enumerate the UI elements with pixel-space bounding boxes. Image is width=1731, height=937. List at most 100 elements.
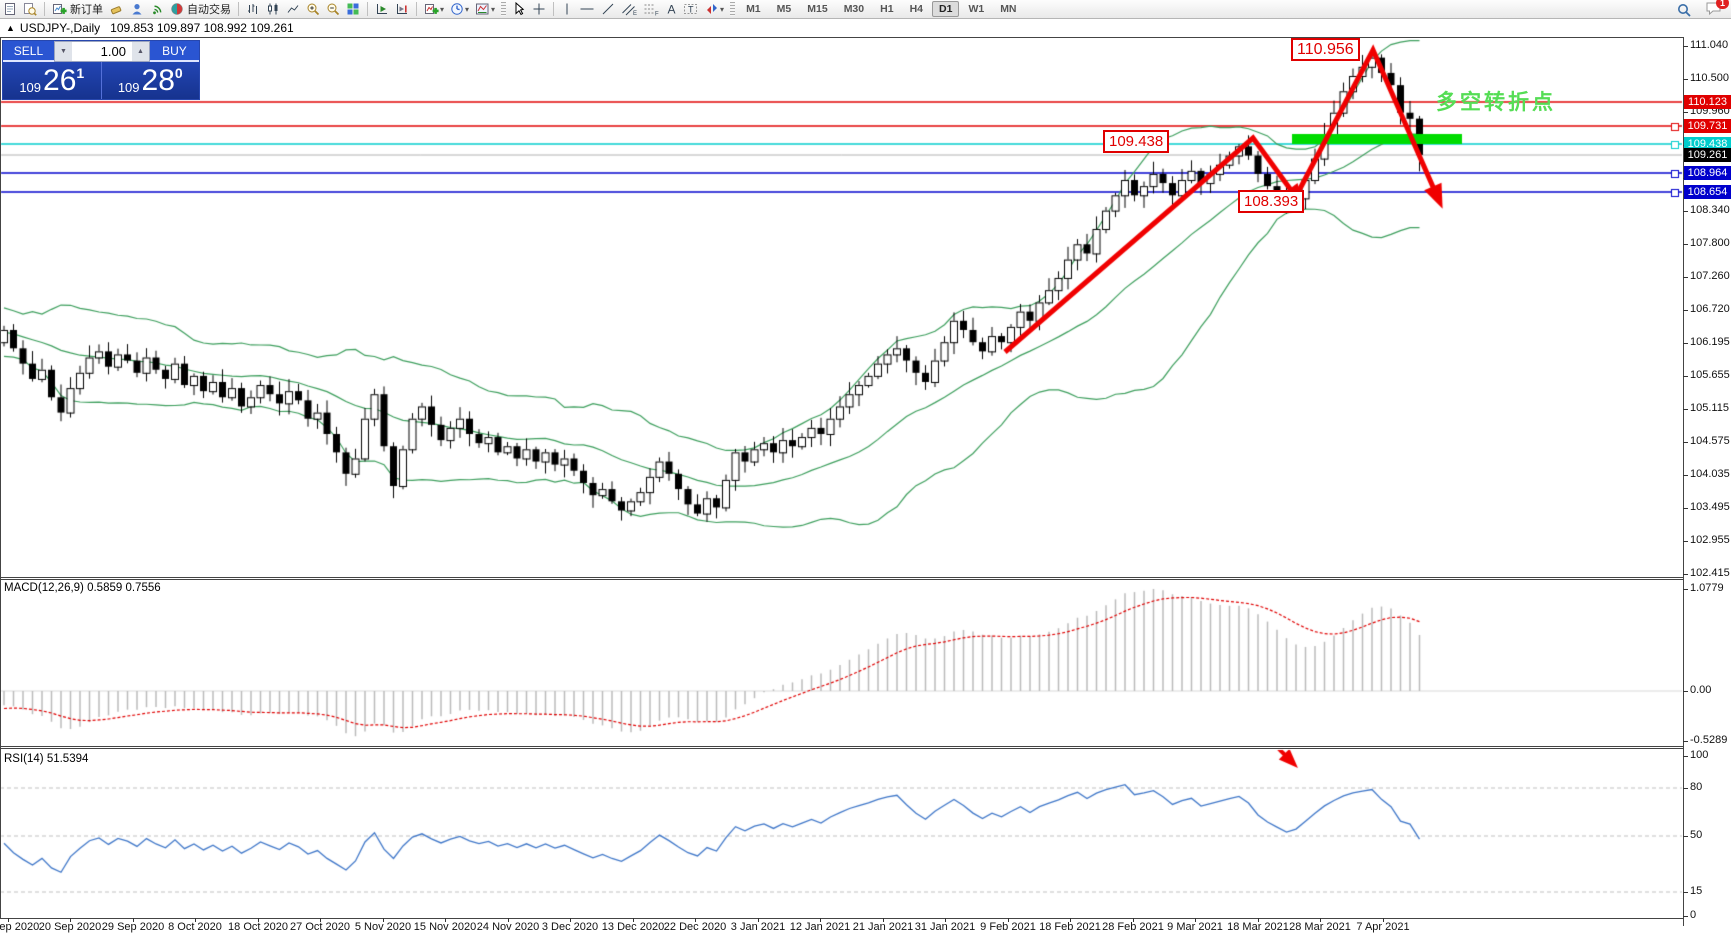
price-axis-tickmark bbox=[1683, 343, 1688, 344]
cursor-tool-button[interactable] bbox=[510, 1, 528, 17]
rsi-axis-tickmark bbox=[1683, 916, 1688, 917]
print-preview-button[interactable] bbox=[21, 1, 39, 17]
price-axis-tick-label: 104.575 bbox=[1690, 435, 1730, 447]
volume-decrease-button[interactable]: ▼ bbox=[54, 42, 72, 61]
date-axis-tickmark bbox=[320, 918, 321, 922]
svg-text:A: A bbox=[668, 3, 676, 17]
sell-price-display[interactable]: 109 26 1 bbox=[3, 62, 101, 99]
price-axis-tick-label: 103.495 bbox=[1690, 501, 1730, 513]
vertical-line-tool-button[interactable] bbox=[559, 1, 575, 17]
buy-button[interactable]: BUY bbox=[149, 41, 199, 62]
chat-button[interactable]: 1 bbox=[1705, 0, 1729, 19]
sell-price-pipette: 1 bbox=[76, 64, 85, 81]
rsi-axis-tickmark bbox=[1683, 756, 1688, 757]
horizontal-line-tool-button[interactable] bbox=[577, 1, 597, 17]
user-profile-button[interactable] bbox=[128, 1, 146, 17]
pane-separator[interactable] bbox=[0, 579, 1731, 580]
timeframe-m5-button[interactable]: M5 bbox=[776, 3, 792, 15]
equidistant-channel-tool-button[interactable]: E bbox=[619, 1, 639, 17]
eraser-icon-button[interactable] bbox=[107, 1, 126, 17]
volume-stepper: ▼ ▲ bbox=[53, 41, 150, 62]
toolbar-grip[interactable] bbox=[730, 2, 736, 16]
volume-increase-button[interactable]: ▲ bbox=[131, 42, 149, 61]
price-level-badge: 109.261 bbox=[1684, 148, 1731, 162]
date-axis-label: 9 Feb 2021 bbox=[980, 921, 1036, 933]
price-axis-tickmark bbox=[1683, 211, 1688, 212]
date-axis-tickmark bbox=[1383, 918, 1384, 922]
periods-button[interactable]: ▾ bbox=[448, 1, 471, 17]
line-chart-mode-button[interactable] bbox=[284, 1, 302, 17]
zoom-in-button[interactable] bbox=[304, 1, 322, 17]
new-chart-button[interactable] bbox=[1, 1, 19, 17]
date-axis-tickmark bbox=[1258, 918, 1259, 922]
search-icon[interactable] bbox=[1674, 2, 1694, 18]
signals-button[interactable] bbox=[148, 1, 166, 17]
timeframe-mn-button[interactable]: MN bbox=[1000, 3, 1017, 15]
tile-windows-button[interactable] bbox=[344, 1, 362, 17]
pane-separator[interactable] bbox=[0, 577, 1731, 578]
price-axis-tickmark bbox=[1683, 409, 1688, 410]
timeframe-m15-button[interactable]: M15 bbox=[807, 3, 828, 15]
chart-frame-top bbox=[0, 37, 1684, 38]
sell-button[interactable]: SELL bbox=[3, 41, 54, 62]
date-axis-label: 24 Nov 2020 bbox=[476, 921, 540, 933]
toolbar-separator bbox=[238, 2, 239, 16]
rsi-indicator-label: RSI(14) 51.5394 bbox=[4, 753, 89, 765]
autotrading-button[interactable]: 自动交易 bbox=[168, 1, 233, 17]
timeframe-h1-button[interactable]: H1 bbox=[880, 3, 894, 15]
svg-text:F: F bbox=[655, 12, 659, 17]
trendline-tool-button[interactable] bbox=[599, 1, 617, 17]
timeframe-m1-button[interactable]: M1 bbox=[746, 3, 761, 15]
fibonacci-tool-button[interactable]: F bbox=[641, 1, 661, 17]
date-axis-tickmark bbox=[820, 918, 821, 922]
one-click-trading-panel: SELL ▼ ▲ BUY 109 26 1 109 28 0 bbox=[2, 40, 200, 100]
templates-dropdown-caret[interactable]: ▾ bbox=[491, 4, 496, 14]
date-axis-label: 21 Jan 2021 bbox=[852, 921, 914, 933]
indicators-dropdown-caret[interactable]: ▾ bbox=[440, 4, 445, 14]
zoom-out-button[interactable] bbox=[324, 1, 342, 17]
time-axis-line bbox=[0, 918, 1731, 919]
annotation-peak-price-label[interactable]: 110.956 bbox=[1291, 38, 1360, 61]
date-axis-tickmark bbox=[1320, 918, 1321, 922]
text-tool-button[interactable]: A bbox=[663, 1, 679, 17]
annotation-mid-price-label[interactable]: 109.438 bbox=[1103, 130, 1170, 153]
volume-input[interactable] bbox=[71, 42, 132, 61]
collapse-ohlc-toggle[interactable]: ▲ bbox=[6, 23, 15, 33]
date-axis-label: 27 Oct 2020 bbox=[290, 921, 350, 933]
timeframe-w1-button[interactable]: W1 bbox=[968, 3, 985, 15]
auto-scroll-button[interactable] bbox=[373, 1, 391, 17]
date-axis-tickmark bbox=[195, 918, 196, 922]
timeframe-h4-button[interactable]: H4 bbox=[909, 3, 923, 15]
annotation-trough-price-label[interactable]: 108.393 bbox=[1238, 190, 1305, 213]
buy-price-pipette: 0 bbox=[174, 64, 183, 81]
price-axis-tick-label: 107.260 bbox=[1690, 270, 1730, 282]
date-axis-tickmark bbox=[8, 918, 9, 922]
toolbar-grip[interactable] bbox=[501, 2, 507, 16]
price-axis-tickmark bbox=[1683, 244, 1688, 245]
pane-separator[interactable] bbox=[0, 748, 1731, 749]
arrows-tool-button[interactable]: ▾ bbox=[703, 1, 726, 17]
crosshair-tool-button[interactable] bbox=[530, 1, 548, 17]
text-label-tool-button[interactable]: T bbox=[681, 1, 701, 17]
bar-chart-mode-button[interactable] bbox=[244, 1, 262, 17]
date-axis-label: 12 Jan 2021 bbox=[789, 921, 851, 933]
chart-shift-button[interactable] bbox=[393, 1, 411, 17]
periods-dropdown-caret[interactable]: ▾ bbox=[465, 4, 470, 14]
arrows-dropdown-caret[interactable]: ▾ bbox=[720, 4, 725, 14]
templates-button[interactable]: ▾ bbox=[473, 1, 497, 17]
indicators-button[interactable]: ▾ bbox=[422, 1, 446, 17]
buy-price-display[interactable]: 109 28 0 bbox=[100, 62, 200, 99]
date-axis-label: 3 Dec 2020 bbox=[541, 921, 599, 933]
date-axis-tickmark bbox=[945, 918, 946, 922]
pane-separator[interactable] bbox=[0, 746, 1731, 747]
timeframe-d1-button[interactable]: D1 bbox=[932, 1, 960, 17]
new-order-button[interactable]: 新订单 bbox=[50, 1, 105, 17]
candlestick-mode-button[interactable] bbox=[264, 1, 282, 17]
date-axis-label: 18 Oct 2020 bbox=[228, 921, 288, 933]
price-axis-tick-label: 110.500 bbox=[1690, 72, 1729, 84]
price-axis-tickmark bbox=[1683, 46, 1688, 47]
macd-axis-tickmark bbox=[1683, 741, 1688, 742]
annotation-turning-point-note[interactable]: 多空转折点 bbox=[1436, 91, 1556, 114]
timeframe-m30-button[interactable]: M30 bbox=[843, 3, 865, 15]
